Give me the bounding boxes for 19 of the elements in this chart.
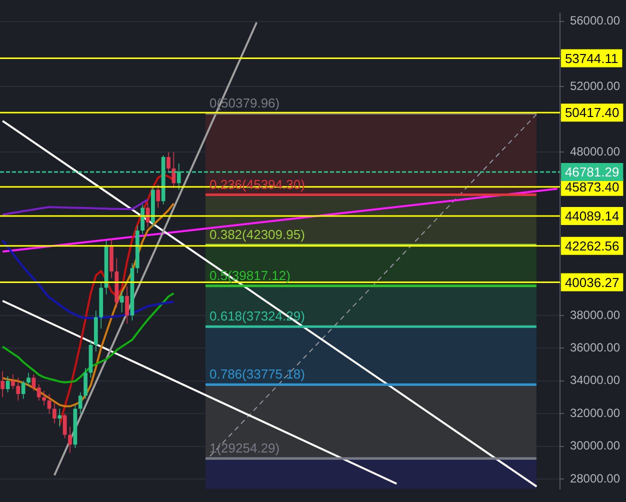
y-tick-label: 36000.00 xyxy=(570,340,620,355)
ref-line-label: 45873.40 xyxy=(564,179,620,194)
y-tick-label: 38000.00 xyxy=(570,308,620,322)
y-tick-label: 52000.00 xyxy=(570,79,620,94)
ref-line-label: 53744.11 xyxy=(564,50,618,66)
ref-line-label: 46781.29 xyxy=(564,164,620,180)
ref-line-label: 40036.27 xyxy=(564,274,620,290)
y-tick-label: 28000.00 xyxy=(570,471,620,486)
y-tick-label: 32000.00 xyxy=(570,406,620,420)
band-label: 1(29254.29) xyxy=(210,440,280,456)
band-label: 0.786(33775.18) xyxy=(210,366,305,382)
y-tick-label: 34000.00 xyxy=(570,373,620,388)
band-label: 0.382(42309.95) xyxy=(210,227,305,242)
ref-line-label: 42262.56 xyxy=(564,238,620,254)
ref-line-label: 44089.14 xyxy=(564,208,620,224)
y-tick-label: 56000.00 xyxy=(570,14,620,28)
y-tick-label: 30000.00 xyxy=(570,438,620,453)
y-tick-label: 48000.00 xyxy=(570,144,620,158)
ref-line-label: 50417.40 xyxy=(564,105,620,120)
